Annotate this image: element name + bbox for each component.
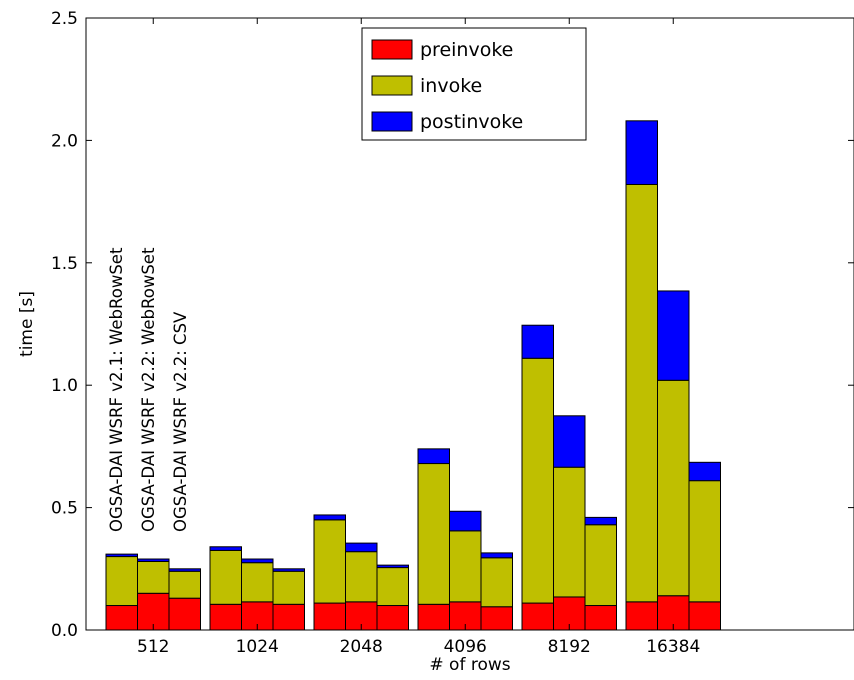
bar-invoke-8192-1 (521, 357, 554, 604)
bar-invoke-2048-1 (313, 519, 346, 604)
bar-postinvoke-16384-2 (657, 290, 690, 381)
x-tick-label-512: 512 (137, 637, 169, 657)
bar-invoke-1024-3 (272, 570, 305, 605)
x-axis-label: # of rows (429, 655, 510, 675)
bar-preinvoke-8192-1 (521, 602, 554, 631)
y-tick-label-0.5: 0.5 (51, 499, 78, 519)
bar-invoke-8192-3 (584, 524, 617, 607)
y-tick-label-1.0: 1.0 (51, 376, 78, 396)
bar-postinvoke-4096-3 (480, 552, 513, 559)
variant-annotations: OGSA-DAI WSRF v2.1: WebRowSet OGSA-DAI WS… (107, 247, 190, 532)
bar-invoke-4096-2 (449, 530, 482, 603)
legend-swatch-invoke (371, 75, 413, 96)
legend-label-postinvoke: postinvoke (420, 111, 523, 133)
bar-invoke-2048-3 (376, 567, 409, 607)
bar-invoke-16384-2 (657, 379, 690, 597)
bar-invoke-2048-2 (345, 551, 378, 603)
bar-postinvoke-512-1 (105, 553, 138, 558)
bar-preinvoke-1024-1 (209, 603, 242, 631)
variant-annotation-1: OGSA-DAI WSRF v2.1: WebRowSet (107, 247, 126, 532)
bars-layer (105, 120, 721, 631)
variant-annotation-3: OGSA-DAI WSRF v2.2: CSV (171, 311, 190, 532)
legend-label-invoke: invoke (420, 75, 482, 97)
bar-postinvoke-1024-2 (241, 558, 274, 564)
bar-postinvoke-512-2 (137, 558, 170, 562)
bar-postinvoke-2048-2 (345, 542, 378, 553)
bar-postinvoke-2048-3 (376, 564, 409, 569)
bar-postinvoke-1024-1 (209, 546, 242, 551)
bar-preinvoke-16384-3 (688, 601, 721, 631)
ticks-layer: 512 1024 2048 4096 8192 16384 0.0 0.5 1.0 1.5 2.0 2… (51, 9, 854, 657)
x-tick-label-16384: 16384 (646, 637, 700, 657)
bar-invoke-4096-1 (417, 463, 450, 605)
y-tick-label-1.5: 1.5 (51, 254, 78, 274)
legend-items: preinvoke invoke postinvoke (371, 39, 523, 133)
bar-postinvoke-8192-1 (521, 324, 554, 359)
bar-invoke-16384-3 (688, 480, 721, 603)
bar-preinvoke-4096-1 (417, 603, 450, 631)
bar-postinvoke-8192-3 (584, 516, 617, 526)
x-tick-label-2048: 2048 (340, 637, 383, 657)
y-axis-label: time [s] (17, 291, 37, 357)
bar-preinvoke-4096-3 (480, 606, 513, 631)
bar-preinvoke-8192-3 (584, 605, 617, 631)
bar-postinvoke-16384-1 (625, 120, 658, 185)
bar-preinvoke-512-1 (105, 605, 138, 631)
plot-frame (85, 17, 854, 631)
bar-invoke-4096-3 (480, 557, 513, 608)
bar-invoke-512-3 (168, 570, 201, 599)
bar-invoke-512-1 (105, 556, 138, 607)
bar-preinvoke-16384-1 (625, 601, 658, 631)
bar-invoke-512-2 (137, 560, 170, 594)
x-tick-label-4096: 4096 (444, 637, 487, 657)
bar-invoke-1024-1 (209, 549, 242, 605)
legend-label-preinvoke: preinvoke (420, 39, 513, 61)
legend: preinvoke invoke postinvoke (361, 27, 587, 141)
bar-invoke-16384-1 (625, 183, 658, 603)
bar-invoke-1024-2 (241, 562, 274, 603)
bar-preinvoke-512-3 (168, 597, 201, 631)
bar-postinvoke-512-3 (168, 568, 201, 572)
bar-postinvoke-4096-1 (417, 448, 450, 465)
x-tick-label-8192: 8192 (548, 637, 591, 657)
bar-preinvoke-512-2 (137, 592, 170, 631)
bar-postinvoke-16384-3 (688, 461, 721, 482)
legend-swatch-preinvoke (371, 39, 413, 60)
bar-preinvoke-2048-3 (376, 605, 409, 631)
y-tick-label-0.0: 0.0 (51, 621, 78, 641)
bar-postinvoke-8192-2 (553, 415, 586, 468)
bar-preinvoke-1024-3 (272, 603, 305, 631)
legend-swatch-postinvoke (371, 111, 413, 132)
bar-postinvoke-4096-2 (449, 510, 482, 532)
bar-preinvoke-2048-1 (313, 602, 346, 631)
y-tick-label-2.5: 2.5 (51, 9, 78, 29)
bar-invoke-8192-2 (553, 466, 586, 598)
bar-postinvoke-2048-1 (313, 514, 346, 521)
y-tick-label-2.0: 2.0 (51, 131, 78, 151)
x-tick-label-1024: 1024 (236, 637, 279, 657)
variant-annotation-2: OGSA-DAI WSRF v2.2: WebRowSet (139, 247, 158, 532)
bar-postinvoke-1024-3 (272, 568, 305, 572)
